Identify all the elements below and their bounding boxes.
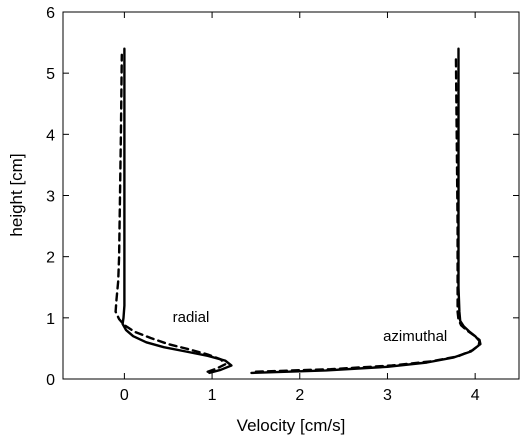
x-tick-label: 4	[471, 387, 480, 404]
series-line-1	[121, 47, 233, 375]
y-tick-label: 6	[46, 5, 55, 22]
x-tick-label: 3	[383, 387, 392, 404]
y-tick-label: 2	[46, 250, 55, 267]
series-line-2	[114, 53, 227, 373]
series-line-3	[250, 47, 481, 375]
x-axis-label: Velocity [cm/s]	[237, 416, 346, 435]
y-tick-label: 4	[46, 127, 55, 144]
y-tick-label: 1	[46, 311, 55, 328]
x-tick-label: 2	[295, 387, 304, 404]
x-tick-label: 1	[208, 387, 217, 404]
y-tick-label: 5	[46, 66, 55, 83]
radial-annotation: radial	[173, 309, 210, 326]
series-line-4	[254, 53, 482, 373]
azimuthal-annotation: azimuthal	[383, 328, 447, 345]
x-tick-label: 0	[120, 387, 129, 404]
y-axis-label: height [cm]	[7, 153, 26, 236]
y-tick-label: 0	[46, 372, 55, 389]
plot-frame	[62, 11, 520, 380]
y-tick-label: 3	[46, 189, 55, 206]
